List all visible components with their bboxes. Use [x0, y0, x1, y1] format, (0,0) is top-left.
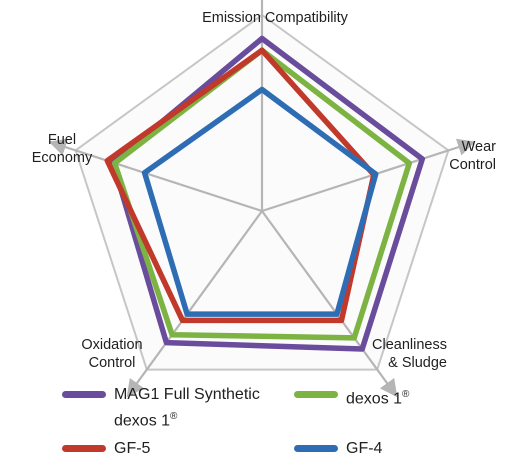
axis-labels: Emission Compatibility Wear Control Cleanli… — [32, 10, 496, 371]
axis-line — [261, 210, 398, 398]
radar-axes — [48, 0, 476, 398]
series-line — [104, 47, 377, 324]
series-line — [111, 47, 413, 341]
axis-label: Fuel Economy — [32, 132, 93, 166]
axis-label: Emission Compatibility — [202, 10, 349, 26]
axis-label: Cleanliness & Sludge — [372, 337, 447, 371]
axis-label: Wear Control — [449, 139, 496, 173]
series-line — [141, 86, 379, 317]
radar-series — [104, 35, 426, 352]
axis-line — [261, 138, 476, 213]
axis-line — [126, 210, 263, 398]
axis-label: Oxidation Control — [81, 337, 142, 371]
axis-line — [48, 138, 263, 213]
